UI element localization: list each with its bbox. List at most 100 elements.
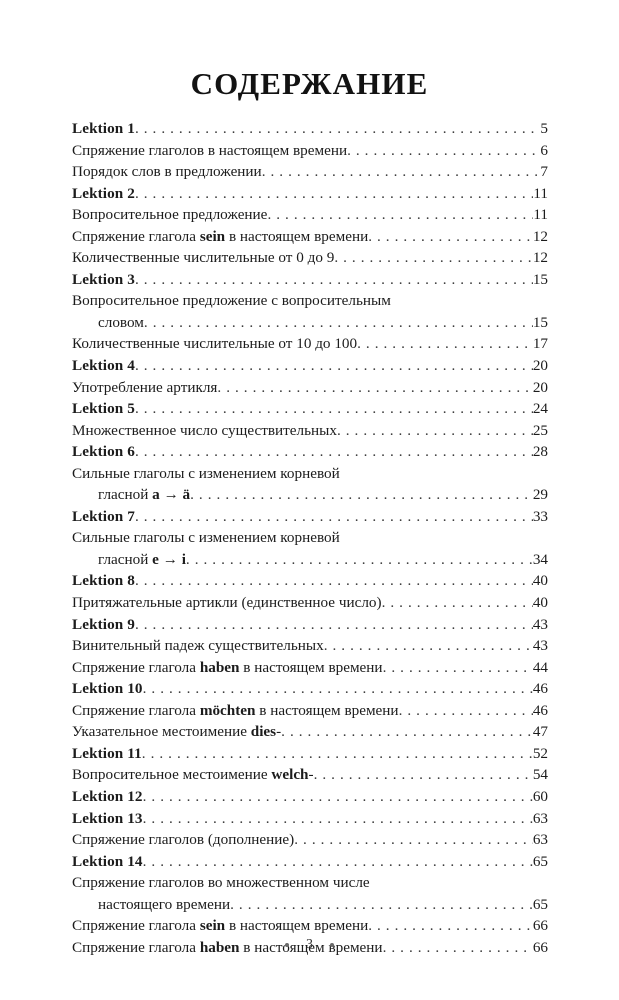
toc-lesson-entry[interactable]: Lektion 11 52	[72, 743, 548, 765]
toc-entry-label: Порядок слов в предложении	[72, 163, 262, 181]
table-of-contents-list: Lektion 1 5 Спряжение глаголов в настоящем…	[72, 118, 548, 958]
emphasised-term: haben	[199, 938, 240, 956]
toc-entry-label: Lektion 10	[72, 680, 143, 698]
dot-leader	[334, 247, 532, 262]
toc-entry-page-number: 60	[532, 787, 548, 805]
dot-leader	[399, 700, 533, 715]
dot-leader	[382, 592, 533, 607]
toc-entry-page-number: 28	[532, 443, 548, 461]
toc-lesson-entry[interactable]: Lektion 7 33	[72, 506, 548, 528]
toc-entry-label: Lektion 1	[72, 120, 135, 137]
dot-leader	[143, 851, 533, 866]
dot-leader	[217, 377, 532, 392]
toc-entry-page-number: 24	[532, 400, 548, 418]
toc-lesson-entry[interactable]: Lektion 10 46	[72, 678, 548, 700]
dot-leader	[337, 420, 533, 435]
toc-entry-label: Lektion 3	[72, 270, 135, 288]
toc-entry[interactable]: Притяжательные артикли (единственное чис…	[72, 592, 548, 614]
dot-leader	[347, 140, 540, 155]
emphasised-term: e → i	[152, 550, 186, 568]
toc-entry-page-number: 25	[532, 421, 548, 439]
emphasised-term: sein	[199, 227, 226, 245]
toc-entry[interactable]: Вопросительное местоимение welch- 54	[72, 764, 548, 786]
toc-lesson-entry[interactable]: Lektion 12 60	[72, 786, 548, 808]
toc-entry-page-number: 15	[532, 313, 548, 331]
dot-leader	[135, 118, 540, 133]
toc-lesson-entry[interactable]: Lektion 6 28	[72, 441, 548, 463]
toc-entry[interactable]: словом 15	[72, 312, 548, 334]
toc-entry[interactable]: Вопросительное предложение с вопроситель…	[72, 290, 548, 312]
dot-leader	[357, 333, 533, 348]
toc-entry[interactable]: Количественные числительные от 0 до 9 12	[72, 247, 548, 269]
toc-entry-label: Lektion 14	[72, 852, 143, 870]
toc-entry[interactable]: Спряжение глагола sein в настоящем време…	[72, 915, 548, 937]
toc-entry[interactable]: Спряжение глаголов во множественном числ…	[72, 872, 548, 894]
dot-leader	[368, 226, 533, 241]
toc-entry[interactable]: Сильные глаголы с изменением корневой	[72, 463, 548, 485]
toc-entry-label: Lektion 11	[72, 744, 142, 762]
toc-entry-page-number: 33	[532, 507, 548, 525]
toc-entry[interactable]: Спряжение глагола sein в настоящем време…	[72, 226, 548, 248]
toc-entry-label: Спряжение глаголов (дополнение)	[72, 831, 295, 849]
toc-entry[interactable]: Множественное число существительных 25	[72, 420, 548, 442]
toc-entry[interactable]: Употребление артикля 20	[72, 377, 548, 399]
toc-entry[interactable]: Спряжение глаголов в настоящем времени 6	[72, 140, 548, 162]
toc-lesson-entry[interactable]: Lektion 1 5	[72, 118, 548, 140]
emphasised-term: möchten	[199, 701, 256, 719]
toc-entry[interactable]: Спряжение глагола möchten в настоящем вр…	[72, 700, 548, 722]
dot-leader	[135, 614, 533, 629]
toc-entry-label: гласной a → ä	[98, 486, 191, 504]
toc-entry-page-number: 12	[532, 249, 548, 267]
toc-lesson-entry[interactable]: Lektion 13 63	[72, 808, 548, 830]
toc-entry-page-number: 66	[532, 938, 548, 956]
toc-entry-page-number: 66	[532, 917, 548, 935]
toc-entry-page-number: 63	[532, 809, 548, 827]
toc-entry[interactable]: Вопросительное предложение 11	[72, 204, 548, 226]
toc-entry-page-number: 46	[532, 701, 548, 719]
toc-entry-page-number: 7	[540, 163, 548, 181]
toc-lesson-entry[interactable]: Lektion 14 65	[72, 851, 548, 873]
toc-entry-label: Спряжение глагола haben в настоящем врем…	[72, 658, 383, 676]
toc-lesson-entry[interactable]: Lektion 8 40	[72, 570, 548, 592]
toc-lesson-entry[interactable]: Lektion 2 11	[72, 183, 548, 205]
toc-lesson-entry[interactable]: Lektion 5 24	[72, 398, 548, 420]
toc-lesson-entry[interactable]: Lektion 4 20	[72, 355, 548, 377]
dot-leader	[144, 312, 533, 327]
toc-entry[interactable]: Спряжение глагола haben в настоящем врем…	[72, 937, 548, 959]
dot-leader	[267, 204, 533, 219]
toc-lesson-entry[interactable]: Lektion 9 43	[72, 614, 548, 636]
dot-leader	[294, 829, 533, 844]
toc-entry[interactable]: Указательное местоимение dies- 47	[72, 721, 548, 743]
toc-entry-label: Притяжательные артикли (единственное чис…	[72, 594, 382, 612]
dot-leader	[135, 269, 533, 284]
toc-entry[interactable]: гласной a → ä 29	[72, 484, 548, 506]
dot-leader	[135, 355, 533, 370]
toc-entry-page-number: 46	[532, 680, 548, 698]
toc-entry[interactable]: Спряжение глагола haben в настоящем врем…	[72, 657, 548, 679]
toc-entry[interactable]: Спряжение глаголов (дополнение) 63	[72, 829, 548, 851]
dot-leader	[143, 808, 533, 823]
toc-entry-label: Множественное число существительных	[72, 421, 337, 439]
toc-entry-page-number: 44	[532, 658, 548, 676]
emphasised-term: welch	[271, 766, 309, 784]
toc-entry[interactable]: Винительный падеж существительных 43	[72, 635, 548, 657]
toc-lesson-entry[interactable]: Lektion 3 15	[72, 269, 548, 291]
toc-entry-label: Lektion 5	[72, 400, 135, 418]
toc-entry-label: Вопросительное предложение с вопроситель…	[72, 292, 391, 310]
page-number: 3	[306, 937, 313, 952]
emphasised-term: a → ä	[152, 486, 191, 504]
toc-entry[interactable]: гласной e → i 34	[72, 549, 548, 571]
toc-entry-page-number: 15	[532, 270, 548, 288]
toc-entry-label: Употребление артикля	[72, 378, 218, 396]
toc-entry[interactable]: Сильные глаголы с изменением корневой	[72, 527, 548, 549]
bullet-dot-icon	[330, 943, 334, 947]
toc-entry-label: Указательное местоимение dies-	[72, 723, 282, 741]
toc-entry-page-number: 5	[540, 120, 548, 137]
toc-entry[interactable]: настоящего времени 65	[72, 894, 548, 916]
toc-entry-label: Lektion 6	[72, 443, 135, 461]
toc-entry[interactable]: Количественные числительные от 10 до 100…	[72, 333, 548, 355]
dot-leader	[135, 441, 533, 456]
dot-leader	[142, 743, 533, 758]
toc-entry[interactable]: Порядок слов в предложении 7	[72, 161, 548, 183]
